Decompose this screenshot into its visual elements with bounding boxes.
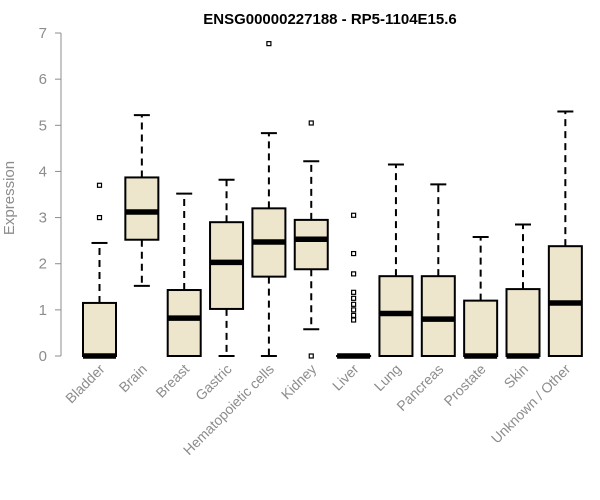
box-gastric <box>209 178 245 357</box>
box-pancreas <box>420 183 456 357</box>
x-tick-label: Bladder <box>62 361 108 407</box>
box-iqr <box>463 299 499 357</box>
box-hematopoietic-cells <box>251 41 287 357</box>
y-tick-label: 4 <box>39 163 47 180</box>
outlier-point <box>351 289 357 295</box>
outlier-point <box>308 120 314 126</box>
x-tick-label: Unknown / Other <box>488 361 574 447</box>
box-iqr <box>505 288 541 357</box>
x-tick-label: Skin <box>501 361 532 392</box>
box-bladder <box>82 182 117 359</box>
box-kidney <box>293 120 329 359</box>
box-brain <box>124 114 160 287</box>
x-tick-label: Breast <box>152 361 192 401</box>
x-tick-label: Pancreas <box>393 361 446 414</box>
y-axis-label: Expression <box>1 161 18 235</box>
y-tick-label: 6 <box>39 71 47 88</box>
y-tick-label: 3 <box>39 210 47 227</box>
boxes <box>82 41 583 359</box>
y-tick-label: 5 <box>39 117 47 134</box>
box-iqr <box>82 301 117 357</box>
outlier-point <box>351 301 357 307</box>
outlier-point <box>308 353 314 359</box>
y-tick-label: 1 <box>39 302 47 319</box>
box-prostate <box>463 235 499 359</box>
outlier-point <box>266 41 272 47</box>
box-iqr <box>209 221 245 310</box>
outlier-point <box>96 182 103 188</box>
x-tick-label: Lung <box>371 361 404 394</box>
outlier-point <box>351 307 357 313</box>
x-tick-label: Prostate <box>441 361 489 409</box>
y-tick-label: 0 <box>39 348 47 365</box>
box-lung <box>378 163 414 357</box>
box-liver <box>336 212 372 359</box>
chart-title: ENSG00000227188 - RP5-1104E15.6 <box>203 11 457 28</box>
y-axis: 0 1 2 3 4 5 6 7 <box>39 25 62 365</box>
x-tick-label: Kidney <box>278 361 320 403</box>
box-skin <box>505 223 541 359</box>
box-iqr <box>166 289 202 358</box>
outlier-point <box>351 212 357 218</box>
y-tick-label: 2 <box>39 256 47 273</box>
box-breast <box>166 192 202 358</box>
y-tick-label: 7 <box>39 25 47 42</box>
box-iqr <box>293 218 329 271</box>
outlier-point <box>351 295 357 301</box>
box-unknown-other <box>547 110 583 357</box>
outlier-point <box>96 214 103 221</box>
box-iqr <box>124 176 160 241</box>
x-tick-label: Brain <box>116 361 150 395</box>
outlier-point <box>351 250 357 257</box>
x-tick-label: Liver <box>329 361 362 394</box>
box-iqr <box>420 275 456 357</box>
outlier-point <box>351 312 357 318</box>
outlier-point <box>351 317 357 323</box>
outlier-point <box>351 271 357 277</box>
